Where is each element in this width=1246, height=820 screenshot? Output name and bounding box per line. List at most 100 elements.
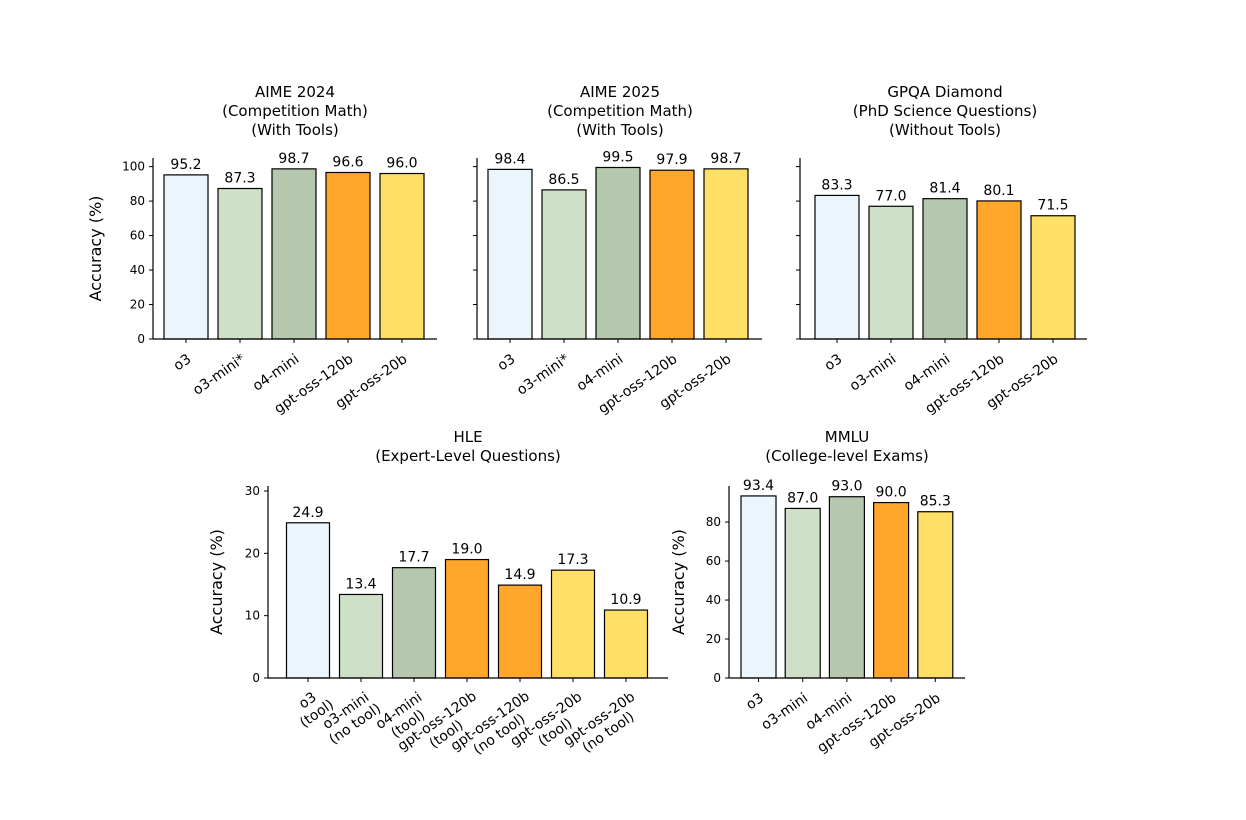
y-tick-label: 20 xyxy=(130,298,145,312)
y-axis-label: Accuracy (%) xyxy=(669,529,688,635)
bar-value-label: 24.9 xyxy=(292,505,323,521)
title-line: (PhD Science Questions) xyxy=(853,102,1037,120)
bar-value-label: 99.5 xyxy=(602,149,633,165)
bar xyxy=(917,511,954,679)
y-axis-label: Accuracy (%) xyxy=(207,529,226,635)
bar xyxy=(550,569,596,679)
title-line: HLE xyxy=(453,428,482,446)
bar xyxy=(649,169,695,340)
title-line: MMLU xyxy=(825,428,869,446)
subplot-title: AIME 2024 (Competition Math) (With Tools) xyxy=(222,83,368,139)
bar xyxy=(487,168,533,340)
x-tick-label-line: o3 xyxy=(822,351,845,374)
bar-value-label: 98.7 xyxy=(278,151,309,167)
y-tick-label: 100 xyxy=(122,160,145,174)
y-tick-label: 10 xyxy=(245,609,260,623)
x-tick-label-line: o3-mini* xyxy=(190,351,248,398)
bar-value-label: 10.9 xyxy=(610,592,641,608)
subplot-2: GPQA Diamond (PhD Science Questions) (With… xyxy=(796,83,1087,417)
title-line: AIME 2025 xyxy=(580,83,660,101)
bar xyxy=(217,187,263,340)
subplot-4: MMLU (College-level Exams) 93.4 o3 87.0 o3-mi… xyxy=(669,428,965,756)
title-line: (Without Tools) xyxy=(889,121,1001,139)
bar-value-label: 98.4 xyxy=(494,151,525,167)
y-tick-label: 20 xyxy=(706,632,721,646)
bar-value-label: 87.0 xyxy=(787,490,818,506)
subplot-title: MMLU (College-level Exams) xyxy=(765,428,929,465)
bar-value-label: 86.5 xyxy=(548,172,579,188)
bar-value-label: 98.7 xyxy=(710,151,741,167)
subplot-title: AIME 2025 (Competition Math) (With Tools) xyxy=(547,83,693,139)
bar-value-label: 96.0 xyxy=(386,156,417,172)
bar-value-label: 87.3 xyxy=(224,171,255,187)
bar xyxy=(703,168,749,340)
bar xyxy=(828,496,866,679)
bar xyxy=(872,501,910,679)
title-line: (College-level Exams) xyxy=(765,447,929,465)
y-tick-label: 40 xyxy=(130,263,145,277)
bar-value-label: 17.3 xyxy=(557,552,588,568)
bar xyxy=(391,567,437,679)
bar-value-label: 71.5 xyxy=(1037,198,1068,214)
bar-value-label: 85.3 xyxy=(920,494,951,510)
y-tick-label: 60 xyxy=(130,229,145,243)
bar xyxy=(976,200,1022,340)
bar xyxy=(922,198,968,340)
subplot-1: AIME 2025 (Competition Math) (With Tools) 9… xyxy=(473,83,762,417)
bar-value-label: 77.0 xyxy=(875,188,906,204)
x-tick-label: o3 xyxy=(743,690,766,713)
subplot-3: HLE (Expert-Level Questions)24.9o3(tool)1… xyxy=(207,428,668,758)
bar xyxy=(271,168,317,340)
bar-value-label: 14.9 xyxy=(504,567,535,583)
bar-value-label: 97.9 xyxy=(656,152,687,168)
bar xyxy=(595,166,641,340)
bar-value-label: 96.6 xyxy=(332,154,363,170)
x-tick-label: o3 xyxy=(171,351,194,374)
x-tick-label-line: o3-mini* xyxy=(514,351,572,398)
y-tick-label: 80 xyxy=(706,515,721,529)
bar xyxy=(603,609,649,679)
bar-value-label: 90.0 xyxy=(876,485,907,501)
y-tick-label: 20 xyxy=(245,546,260,560)
bar xyxy=(784,507,821,679)
title-line: (Competition Math) xyxy=(547,102,693,120)
y-tick-label: 80 xyxy=(130,194,145,208)
title-line: (Competition Math) xyxy=(222,102,368,120)
title-line: (With Tools) xyxy=(251,121,338,139)
bar-value-label: 13.4 xyxy=(345,576,376,592)
y-axis-label: Accuracy (%) xyxy=(86,196,105,302)
bar xyxy=(814,194,860,340)
bar xyxy=(868,205,914,340)
title-line: (With Tools) xyxy=(576,121,663,139)
bar-value-label: 93.4 xyxy=(743,478,774,494)
y-tick-label: 60 xyxy=(706,554,721,568)
x-tick-label: o3 xyxy=(822,351,845,374)
title-line: AIME 2024 xyxy=(255,83,335,101)
bar xyxy=(444,558,490,679)
title-line: GPQA Diamond xyxy=(887,83,1002,101)
bar xyxy=(338,593,384,679)
bar xyxy=(325,171,371,340)
bar xyxy=(497,584,543,679)
y-tick-label: 30 xyxy=(245,484,260,498)
bar-value-label: 17.7 xyxy=(398,550,429,566)
bar xyxy=(285,522,331,679)
x-tick-label-line: o3-mini xyxy=(847,351,899,394)
x-tick-label: o3 xyxy=(495,351,518,374)
x-tick-label: o3-mini xyxy=(847,351,899,394)
subplot-title: GPQA Diamond (PhD Science Questions) (With… xyxy=(853,83,1037,139)
bar xyxy=(163,174,209,340)
bar xyxy=(379,172,425,340)
bar xyxy=(1030,215,1076,340)
bar xyxy=(740,495,777,679)
y-tick-label: 0 xyxy=(137,332,145,346)
bar-value-label: 80.1 xyxy=(983,183,1014,199)
x-tick-label-line: o3 xyxy=(495,351,518,374)
bar-value-label: 95.2 xyxy=(170,157,201,173)
y-tick-label: 0 xyxy=(252,671,260,685)
x-tick-label: o3-mini xyxy=(759,690,811,733)
subplot-0: AIME 2024 (Competition Math) (With Tools) 9… xyxy=(86,83,437,417)
x-tick-label-line: o3-mini xyxy=(759,690,811,733)
x-tick-label: o3-mini* xyxy=(514,351,572,398)
